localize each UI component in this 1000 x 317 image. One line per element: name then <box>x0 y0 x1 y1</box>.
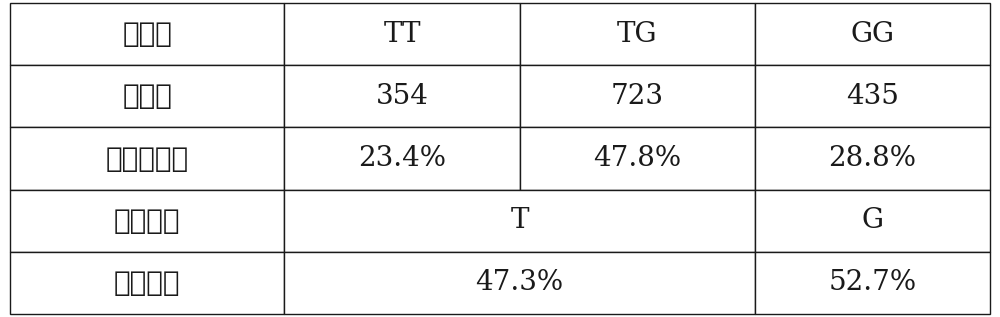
Text: T: T <box>510 207 529 234</box>
Text: 28.8%: 28.8% <box>828 145 916 172</box>
Text: 等位基因: 等位基因 <box>114 207 180 235</box>
Bar <box>10 127 284 190</box>
Bar <box>284 252 755 314</box>
Bar <box>284 190 755 252</box>
Bar <box>520 3 755 65</box>
Bar <box>284 3 520 65</box>
Bar <box>755 252 990 314</box>
Text: 435: 435 <box>846 83 899 110</box>
Text: TT: TT <box>383 21 421 48</box>
Text: 47.3%: 47.3% <box>476 269 564 296</box>
Bar <box>10 65 284 127</box>
Text: GG: GG <box>850 21 894 48</box>
Bar <box>755 65 990 127</box>
Bar <box>520 127 755 190</box>
Text: 354: 354 <box>376 83 428 110</box>
Text: 个体数: 个体数 <box>122 82 172 110</box>
Bar <box>284 127 520 190</box>
Text: TG: TG <box>617 21 657 48</box>
Text: 47.8%: 47.8% <box>593 145 681 172</box>
Bar <box>520 65 755 127</box>
Bar <box>755 127 990 190</box>
Bar <box>284 65 520 127</box>
Bar <box>10 190 284 252</box>
Text: 基因频率: 基因频率 <box>114 269 180 297</box>
Bar <box>755 190 990 252</box>
Text: G: G <box>861 207 883 234</box>
Text: 基因型频率: 基因型频率 <box>106 145 189 172</box>
Bar <box>755 3 990 65</box>
Text: 723: 723 <box>611 83 664 110</box>
Bar <box>10 3 284 65</box>
Text: 基因型: 基因型 <box>122 20 172 48</box>
Bar <box>10 252 284 314</box>
Text: 52.7%: 52.7% <box>828 269 916 296</box>
Text: 23.4%: 23.4% <box>358 145 446 172</box>
